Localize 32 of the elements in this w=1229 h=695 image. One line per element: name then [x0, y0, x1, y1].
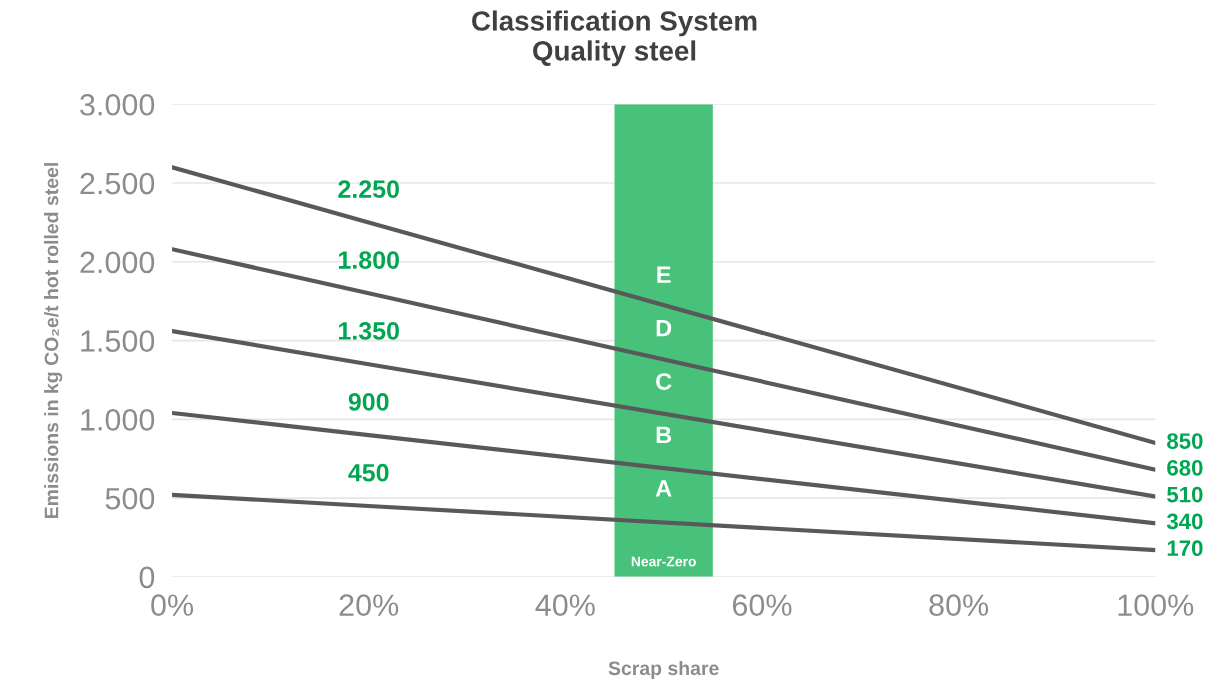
data-label: 2.250: [338, 180, 399, 199]
y-tick-label: 1.000: [81, 409, 155, 431]
band-label: Near-Zero: [631, 556, 696, 567]
x-tick-label: 100%: [1118, 594, 1194, 616]
annotation: C: [656, 373, 672, 390]
data-label: 510: [1167, 486, 1203, 503]
x-tick-label: 40%: [535, 594, 595, 616]
y-tick-label: 0: [139, 566, 155, 589]
y-tick-label: 1.500: [81, 330, 155, 352]
y-tick-label: 500: [105, 487, 155, 510]
data-label: 1.350: [339, 322, 399, 340]
x-tick-label: 0%: [151, 594, 194, 616]
data-label: 1.800: [339, 251, 399, 269]
annotation: B: [656, 426, 672, 444]
x-tick-label: 20%: [339, 594, 399, 616]
y-tick-label: 3.000: [80, 93, 155, 116]
data-label: 850: [1167, 433, 1203, 449]
data-label: 170: [1167, 540, 1203, 557]
annotation: D: [656, 320, 672, 337]
y-axis-title: Emissions in kg CO₂e/t hot rolled steel: [44, 163, 63, 519]
data-label: 680: [1167, 459, 1203, 476]
data-label: 450: [348, 463, 389, 482]
data-label: 900: [348, 392, 389, 411]
annotation: E: [657, 266, 671, 283]
y-tick-label: 2.500: [80, 172, 155, 195]
y-tick-label: 2.000: [80, 251, 155, 274]
x-tick-label: 60%: [732, 594, 792, 616]
annotation: A: [655, 480, 672, 497]
data-label: 340: [1166, 513, 1203, 530]
x-tick-label: 80%: [929, 594, 989, 616]
x-axis-title: Scrap share: [608, 660, 719, 680]
chart-title: Classification System Quality steel: [472, 10, 757, 67]
